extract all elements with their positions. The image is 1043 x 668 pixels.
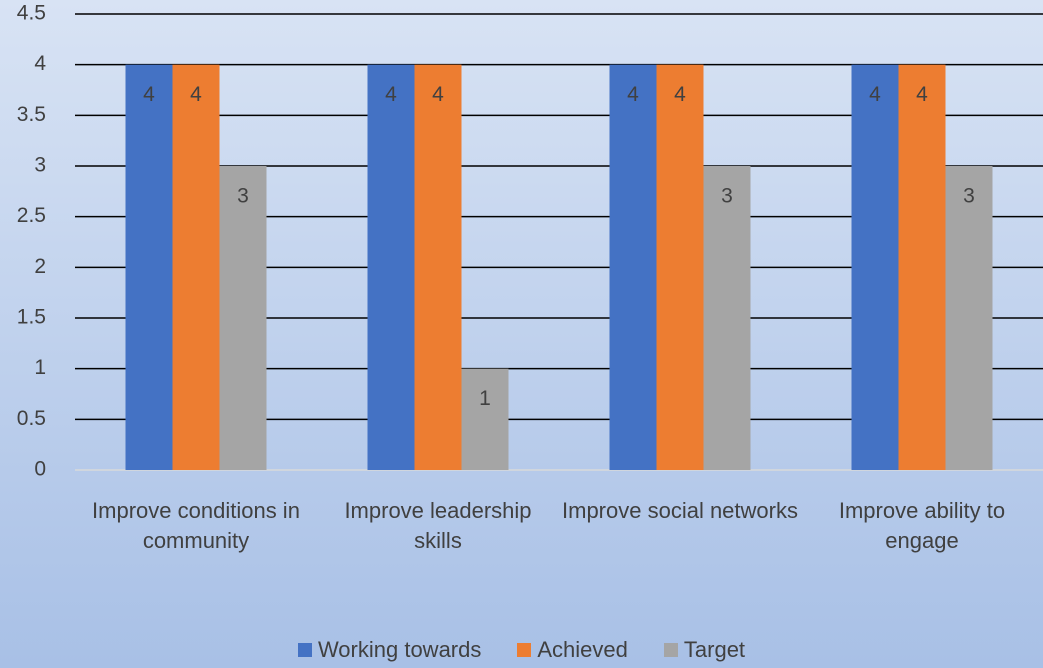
y-tick-label: 0.5: [17, 407, 46, 430]
bar: [703, 166, 751, 470]
bar: [414, 64, 462, 471]
legend-label: Achieved: [537, 637, 628, 662]
legend-swatch: [517, 643, 532, 657]
data-label: 3: [963, 185, 975, 208]
bar: [367, 64, 415, 471]
y-tick-label: 3: [34, 154, 46, 177]
x-tick-label: Improve leadership skills: [344, 498, 532, 553]
bar: [172, 64, 220, 471]
data-label: 4: [143, 83, 155, 106]
bar: [609, 64, 657, 471]
x-tick-label: Improve ability to engage: [838, 498, 1006, 553]
data-label: 3: [237, 185, 249, 208]
legend: Working towards Achieved Target: [0, 637, 1043, 663]
data-label: 4: [869, 83, 881, 106]
y-tick-label: 3.5: [17, 103, 46, 126]
data-label: 4: [385, 83, 397, 106]
bar: [898, 64, 946, 471]
data-label: 4: [674, 83, 686, 106]
bar: [945, 166, 993, 470]
legend-label: Working towards: [317, 637, 482, 662]
data-label: 4: [627, 83, 639, 106]
bar: [656, 64, 704, 471]
legend-swatch: [297, 643, 312, 657]
y-tick-label: 4: [34, 52, 46, 75]
data-label: 4: [190, 83, 202, 106]
data-label: 4: [916, 83, 928, 106]
y-tick-label: 4.5: [17, 2, 46, 25]
legend-swatch: [663, 643, 678, 657]
legend-label: Target: [683, 637, 746, 662]
bar: [219, 166, 267, 470]
legend-item: Working towards: [297, 637, 482, 663]
legend-item: Target: [663, 637, 746, 663]
y-tick-label: 0: [34, 458, 46, 481]
bar: [851, 64, 899, 471]
x-tick-label: Improve social networks: [562, 498, 798, 523]
y-tick-label: 1.5: [17, 306, 46, 329]
y-tick-label: 2: [34, 255, 46, 278]
data-label: 3: [721, 185, 733, 208]
y-tick-label: 1: [34, 356, 46, 379]
x-tick-label: Improve conditions in community: [92, 498, 300, 553]
bar: [125, 64, 173, 471]
data-label: 4: [432, 83, 444, 106]
legend-item: Achieved: [517, 637, 628, 663]
bar: [461, 368, 509, 470]
y-tick-label: 2.5: [17, 204, 46, 227]
data-label: 1: [479, 387, 491, 410]
